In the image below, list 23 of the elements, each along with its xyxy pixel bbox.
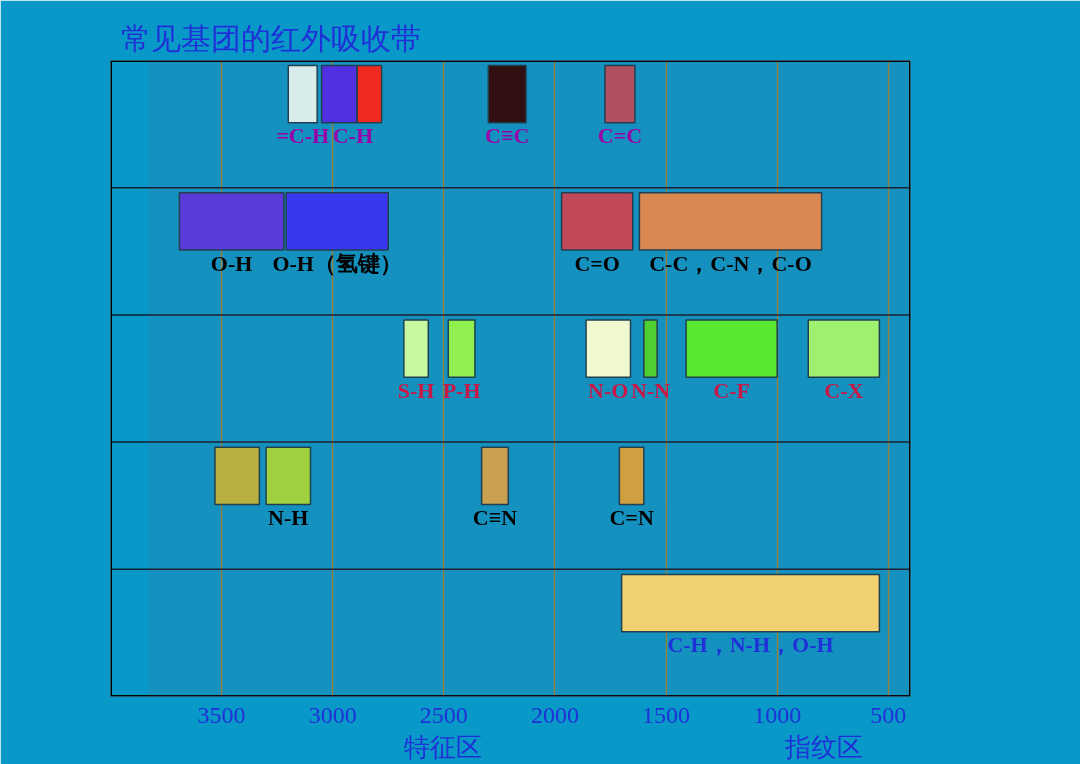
x-tick-label: 3000 [308, 701, 357, 728]
series-label: S-H [397, 377, 435, 403]
series-label: C-F [713, 377, 750, 403]
series-label: C=N [609, 505, 654, 531]
x-tick-label: 2500 [419, 701, 468, 728]
series-label: C=C [597, 123, 643, 149]
band-label: 指纹区 [783, 731, 863, 762]
x-tick-label: 1500 [642, 701, 691, 728]
series-label: C-H [332, 123, 374, 149]
series-label: C-X [824, 377, 864, 403]
series-label: C≡C [485, 123, 530, 149]
series-label: N-O [588, 377, 629, 403]
series-label: C=O [574, 250, 620, 276]
x-tick-label: 500 [870, 701, 907, 728]
x-tick-label: 3500 [197, 701, 246, 728]
series-label: N-H [268, 505, 309, 531]
series-label: C≡N [472, 505, 518, 531]
band-label: 特征区 [403, 731, 482, 762]
series-label: C-H，N-H，O-H [667, 632, 834, 658]
series-label: =C-H [276, 123, 330, 149]
chart-title: 常见基团的红外吸收带 [120, 20, 421, 56]
x-tick-label: 1000 [753, 701, 802, 728]
x-tick-label: 2000 [530, 701, 579, 728]
